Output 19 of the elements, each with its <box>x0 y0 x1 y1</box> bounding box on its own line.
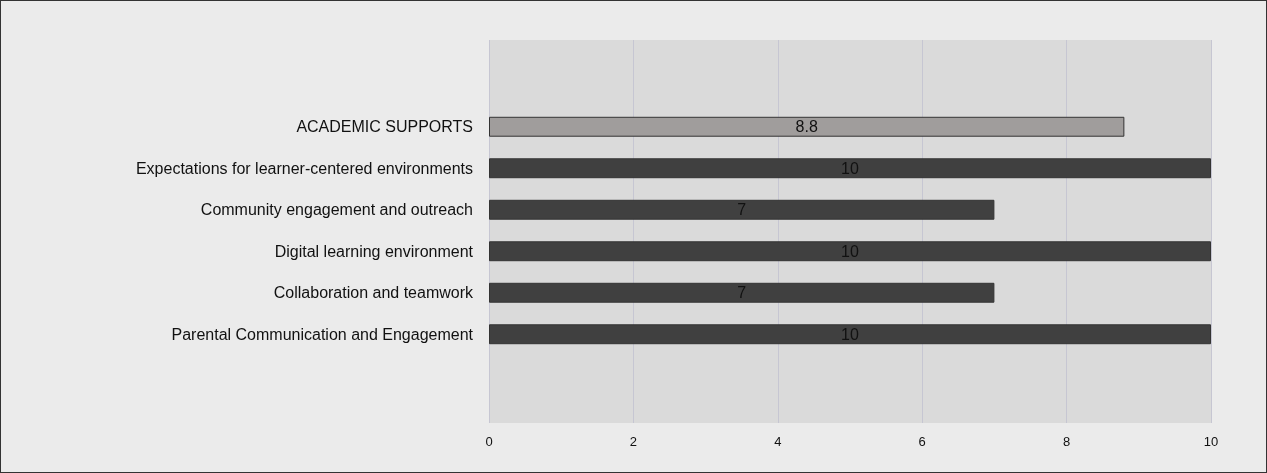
bar <box>489 116 1125 137</box>
y-tick-label: ACADEMIC SUPPORTS <box>296 118 473 136</box>
y-tick-label: Parental Communication and Engagement <box>171 325 474 343</box>
bar <box>489 158 1211 179</box>
bar <box>489 282 995 303</box>
bar <box>489 324 1211 345</box>
x-tick-label: 10 <box>1203 434 1219 449</box>
x-tick-label: 8 <box>1062 434 1071 449</box>
x-tick-label: 6 <box>918 434 926 449</box>
y-tick-label: Community engagement and outreach <box>200 201 473 219</box>
bar <box>489 241 1211 262</box>
y-tick-label: Collaboration and teamwork <box>273 284 474 302</box>
y-tick-label: Digital learning environment <box>274 242 474 260</box>
x-tick-label: 4 <box>774 434 782 449</box>
x-tick-label: 0 <box>485 434 493 449</box>
y-tick-label: Expectations for learner-centered environments <box>135 159 473 177</box>
bar <box>489 199 995 220</box>
data-label: 8.8 <box>795 118 818 136</box>
x-tick-label: 2 <box>629 434 638 449</box>
